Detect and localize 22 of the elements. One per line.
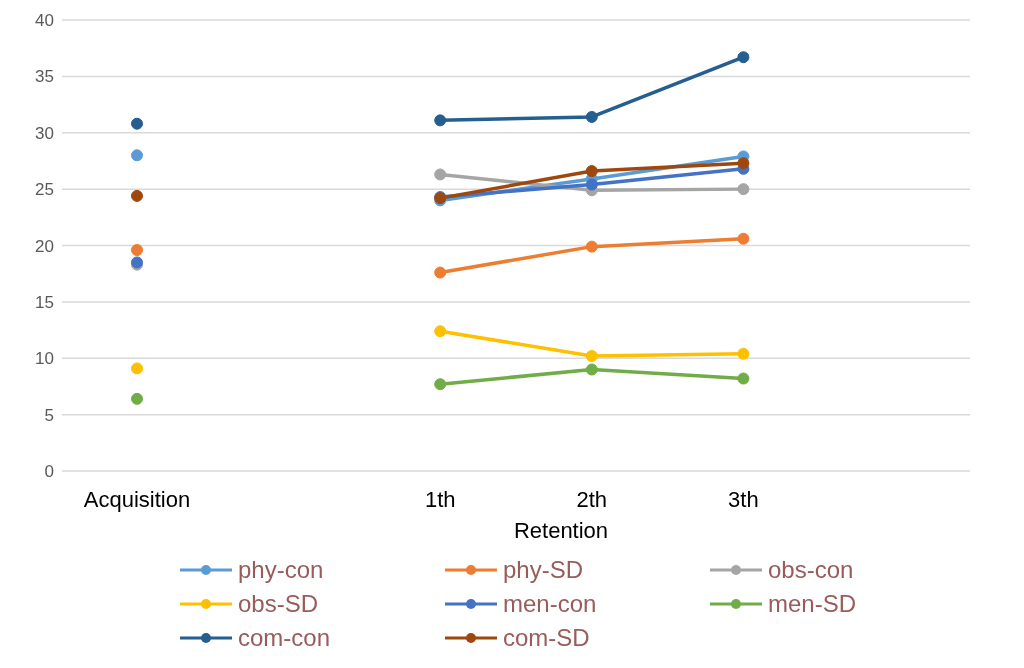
x-tick-label: 2th xyxy=(576,486,608,512)
y-tick-label: 20 xyxy=(35,236,54,256)
legend-label: com-con xyxy=(238,624,331,652)
legend-label: phy-SD xyxy=(503,556,584,584)
legend-label: obs-con xyxy=(768,556,854,584)
y-tick-label: 35 xyxy=(35,67,54,87)
y-tick-label: 25 xyxy=(35,180,54,200)
x-tick-label: 1th xyxy=(424,486,456,512)
y-tick-label: 0 xyxy=(44,462,54,482)
y-tick-label: 10 xyxy=(35,349,54,369)
legend-label: men-con xyxy=(503,590,597,618)
x-tick-label: Acquisition xyxy=(83,486,191,512)
legend-label: men-SD xyxy=(768,590,857,618)
x-axis-title: Retention xyxy=(513,518,609,543)
legend-label: com-SD xyxy=(503,624,590,652)
legend-label: phy-con xyxy=(238,556,324,584)
y-tick-label: 40 xyxy=(35,11,54,31)
y-tick-label: 30 xyxy=(35,123,54,143)
legend-label: obs-SD xyxy=(238,590,319,618)
y-tick-label: 15 xyxy=(35,292,54,312)
y-tick-label: 5 xyxy=(44,405,54,425)
x-tick-label: 3th xyxy=(728,486,759,512)
